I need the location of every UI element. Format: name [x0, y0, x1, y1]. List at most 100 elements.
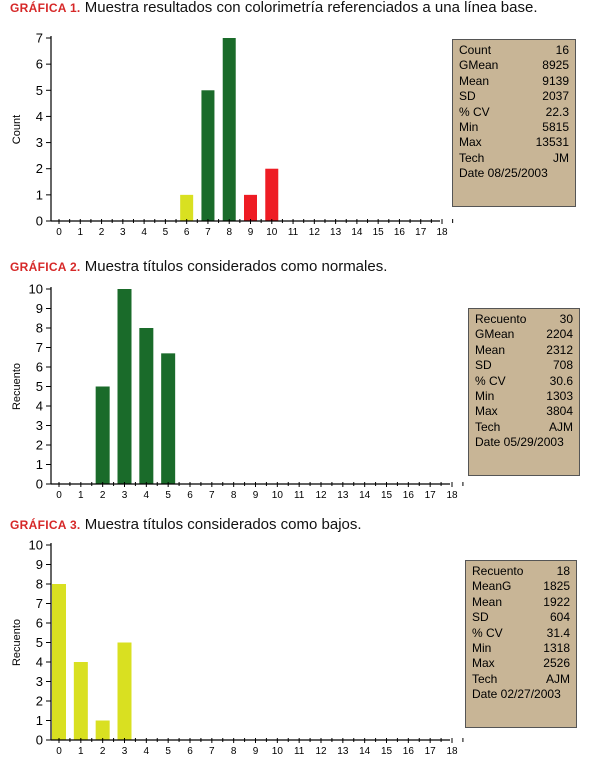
- x-tick-label: 15: [381, 746, 393, 757]
- x-tick-label: 8: [231, 490, 237, 501]
- x-tick-label: 6: [184, 227, 190, 238]
- y-axis-label: Count: [11, 115, 23, 144]
- x-tick-label: 2: [100, 746, 106, 757]
- stat-row: SD 604: [472, 610, 570, 625]
- y-tick-label: 5: [36, 379, 43, 394]
- stat-key: Mean: [475, 342, 506, 357]
- stat-value: 30: [559, 312, 573, 326]
- y-tick-label: 6: [36, 57, 43, 72]
- stat-value: 2312: [546, 342, 573, 357]
- stat-row: % CV 31.4: [472, 626, 570, 641]
- stat-row: Min 1318: [472, 641, 570, 656]
- stat-row: Recuento 18: [472, 564, 570, 579]
- stat-value: 1318: [543, 641, 570, 656]
- stat-key: Tech: [472, 671, 498, 686]
- x-tick-label: 4: [141, 227, 147, 238]
- bar-x3: [117, 642, 132, 740]
- y-tick-label: 6: [36, 616, 43, 631]
- x-tick-label: 0: [56, 490, 62, 501]
- y-tick-label: 7: [36, 596, 43, 611]
- x-tick-label: 10: [272, 490, 284, 501]
- x-tick-label: 16: [394, 227, 406, 238]
- stat-value: 13531: [535, 135, 569, 150]
- stat-row: Date 08/25/2003: [459, 166, 569, 181]
- stat-row: % CV 30.6: [475, 374, 573, 389]
- stat-key: Recuento: [475, 312, 527, 326]
- stat-row: Mean 1922: [472, 595, 570, 610]
- y-axis-label: Recuento: [11, 363, 23, 410]
- y-tick-label: 9: [36, 557, 43, 572]
- stat-key: GMean: [459, 58, 499, 73]
- x-tick-label: 18: [446, 746, 458, 757]
- stat-value: 2037: [542, 89, 569, 104]
- x-tick-label: 1: [77, 227, 83, 238]
- stat-key: % CV: [459, 104, 490, 119]
- stat-value: 3804: [546, 404, 573, 419]
- stat-row: Tech AJM: [472, 672, 570, 687]
- x-tick-label: 11: [288, 227, 299, 238]
- stat-value: 31.4: [546, 625, 570, 640]
- x-tick-label: 8: [226, 227, 232, 238]
- x-tick-label: 13: [337, 746, 349, 757]
- stat-key: Tech: [475, 419, 501, 434]
- stat-row: Mean 2312: [475, 343, 573, 358]
- y-tick-label: 5: [36, 83, 43, 98]
- y-tick-label: 1: [36, 713, 43, 728]
- stat-key: Count: [459, 43, 492, 57]
- x-tick-label: 3: [120, 227, 126, 238]
- stat-key: Max: [472, 656, 495, 671]
- bar-x1: [73, 662, 88, 740]
- y-tick-label: 7: [36, 31, 43, 46]
- stat-row: Min 5815: [459, 120, 569, 135]
- bar-x10: [265, 168, 279, 221]
- stat-row: Mean 9139: [459, 74, 569, 89]
- y-tick-label: 8: [36, 321, 43, 336]
- x-tick-label: 17: [425, 746, 437, 757]
- y-tick-label: 3: [36, 674, 43, 689]
- x-tick-label: 10: [272, 746, 284, 757]
- stat-row: Max 13531: [459, 135, 569, 150]
- stat-key: SD: [472, 610, 489, 625]
- chart-caption-1: GRÁFICA 1. Muestra resultados con colori…: [10, 0, 537, 16]
- x-tick-label: 3: [122, 490, 128, 501]
- y-tick-label: 4: [36, 399, 43, 414]
- x-tick-label: 7: [209, 490, 215, 501]
- x-tick-label: 5: [165, 490, 171, 501]
- x-tick-label: 12: [315, 490, 327, 501]
- stat-key: Max: [459, 135, 482, 150]
- x-tick-label: 5: [165, 746, 171, 757]
- x-tick-label: 0: [56, 227, 62, 238]
- bar-x3: [117, 289, 132, 484]
- y-tick-label: 0: [36, 733, 43, 748]
- x-tick-label: 12: [315, 746, 327, 757]
- x-tick-label: 2: [99, 227, 105, 238]
- stat-key: SD: [459, 89, 476, 104]
- stat-value: 8925: [542, 58, 569, 73]
- x-tick-label: 1: [78, 746, 84, 757]
- x-tick-label: 14: [359, 490, 371, 501]
- y-tick-label: 1: [36, 457, 43, 472]
- stat-value: 1825: [543, 579, 570, 594]
- x-tick-label: 10: [266, 227, 278, 238]
- x-tick-label: 6: [187, 746, 193, 757]
- y-tick-label: 0: [36, 477, 43, 492]
- y-tick-label: 4: [36, 655, 43, 670]
- stat-row: SD 708: [475, 358, 573, 373]
- bar-x6: [180, 194, 194, 221]
- stat-row: GMean 2204: [475, 327, 573, 342]
- x-tick-label: 17: [415, 227, 427, 238]
- stat-key: Min: [475, 389, 495, 404]
- x-tick-label: 1: [78, 490, 84, 501]
- stat-row: % CV 22.3: [459, 105, 569, 120]
- stat-value: 9139: [542, 73, 569, 88]
- x-tick-label: 6: [187, 490, 193, 501]
- y-tick-label: 10: [29, 538, 43, 553]
- y-tick-label: 2: [36, 161, 43, 176]
- x-tick-label: 13: [330, 227, 342, 238]
- y-tick-label: 0: [36, 214, 43, 229]
- chart-panel-2: GRÁFICA 2. Muestra títulos considerados …: [0, 250, 600, 510]
- stat-row: SD 2037: [459, 89, 569, 104]
- stat-key: Max: [475, 404, 498, 419]
- stat-value: 2526: [543, 656, 570, 671]
